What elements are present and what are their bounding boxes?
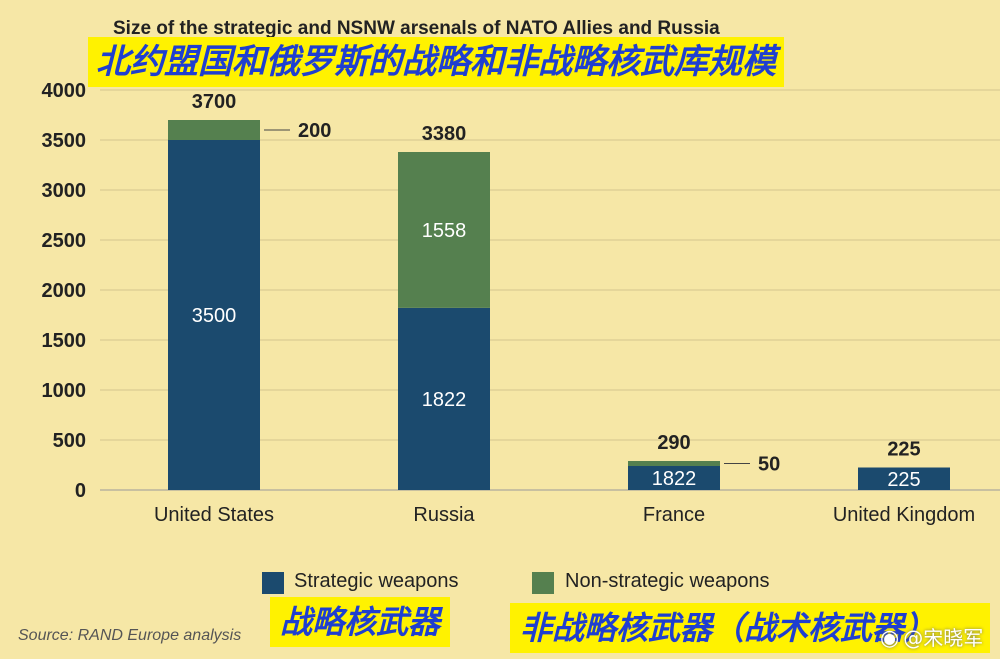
x-tick-label: France xyxy=(643,504,705,526)
data-label-nonstrategic: 200 xyxy=(298,120,331,142)
watermark-text: @宋晓军 xyxy=(903,626,984,650)
y-tick-label: 2000 xyxy=(42,280,87,302)
legend-tag-strategic-cn: 战略核武器 xyxy=(270,597,451,647)
source-note: Source: RAND Europe analysis xyxy=(18,627,242,644)
x-tick-label: United States xyxy=(154,504,274,526)
chart-title-en: Size of the strategic and NSNW arsenals … xyxy=(113,18,720,39)
bar-strategic xyxy=(168,140,260,490)
bar-nonstrategic xyxy=(628,461,720,466)
y-tick-label: 500 xyxy=(53,430,86,452)
y-tick-label: 0 xyxy=(75,480,86,502)
bar-strategic xyxy=(628,466,720,490)
y-tick-label: 4000 xyxy=(42,80,87,102)
y-tick-label: 1500 xyxy=(42,330,87,352)
bar-strategic xyxy=(398,307,490,490)
bar-strategic xyxy=(858,467,950,490)
data-label-total: 3380 xyxy=(422,123,467,145)
legend-tag-nonstrategic-cn: 非战略核武器（战术核武器） xyxy=(510,603,990,653)
x-tick-label: Russia xyxy=(413,504,475,526)
watermark: ◉ @宋晓军 xyxy=(880,622,983,651)
y-tick-label: 3000 xyxy=(42,180,87,202)
legend-label-strategic: Strategic weapons xyxy=(294,570,459,592)
data-label-strategic: 1822 xyxy=(422,389,467,411)
data-label-strategic: 1822 xyxy=(652,468,697,490)
weibo-icon: ◉ xyxy=(880,626,900,651)
bar-nonstrategic xyxy=(398,152,490,308)
legend-swatch-nonstrategic xyxy=(532,572,554,594)
bar-nonstrategic xyxy=(168,120,260,140)
data-label-nonstrategic: 1558 xyxy=(422,220,467,242)
legend-swatch-strategic xyxy=(262,572,284,594)
data-label-total: 225 xyxy=(887,439,920,461)
data-label-nonstrategic: 50 xyxy=(758,454,780,476)
y-tick-label: 2500 xyxy=(42,230,87,252)
legend-label-nonstrategic: Non-strategic weapons xyxy=(565,570,770,592)
chart-title-cn: 北约盟国和俄罗斯的战略和非战略核武库规模 xyxy=(88,37,784,87)
y-tick-label: 1000 xyxy=(42,380,87,402)
y-tick-label: 3500 xyxy=(42,130,87,152)
data-label-total: 290 xyxy=(657,432,690,454)
x-tick-label: United Kingdom xyxy=(833,504,975,526)
data-label-strategic: 3500 xyxy=(192,305,237,327)
data-label-total: 3700 xyxy=(192,91,237,113)
data-label-strategic: 225 xyxy=(887,469,920,491)
